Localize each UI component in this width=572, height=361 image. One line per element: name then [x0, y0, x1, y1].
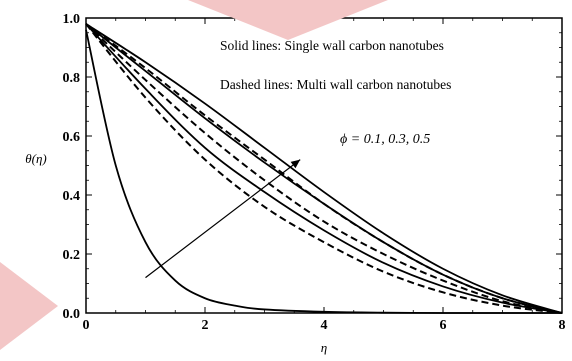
- y-tick-label: 0.0: [63, 307, 81, 322]
- annotation-dashed-lines: Dashed lines: Multi wall carbon nanotube…: [220, 77, 451, 92]
- annotation-phi-values: ϕ = 0.1, 0.3, 0.5: [340, 132, 430, 147]
- y-tick-label: 0.2: [63, 248, 81, 263]
- phi-arrow-head: [290, 159, 301, 169]
- x-tick-label: 2: [202, 318, 209, 333]
- x-tick-label: 6: [440, 318, 447, 333]
- solid-series-line-2: [85, 23, 563, 314]
- solid-series-line-4: [85, 23, 563, 314]
- y-tick-label: 0.6: [63, 130, 81, 145]
- x-tick-label: 8: [559, 318, 566, 333]
- x-axis-title: η: [321, 340, 327, 355]
- solid-series-line-1: [85, 29, 562, 314]
- y-axis-title: θ(η): [25, 151, 47, 166]
- x-tick-label: 0: [83, 318, 90, 333]
- annotation-solid-lines: Solid lines: Single wall carbon nanotube…: [220, 38, 444, 53]
- phi-arrow-shaft: [145, 159, 301, 279]
- y-tick-label: 0.4: [63, 189, 81, 204]
- y-tick-label: 1.0: [63, 12, 81, 27]
- dashed-series-line-5: [85, 23, 563, 314]
- y-tick-label: 0.8: [63, 71, 81, 86]
- x-tick-label: 4: [321, 318, 328, 333]
- dashed-series-line-7: [85, 23, 563, 314]
- dashed-series-line-6: [85, 23, 563, 314]
- solid-series-line-3: [85, 23, 563, 314]
